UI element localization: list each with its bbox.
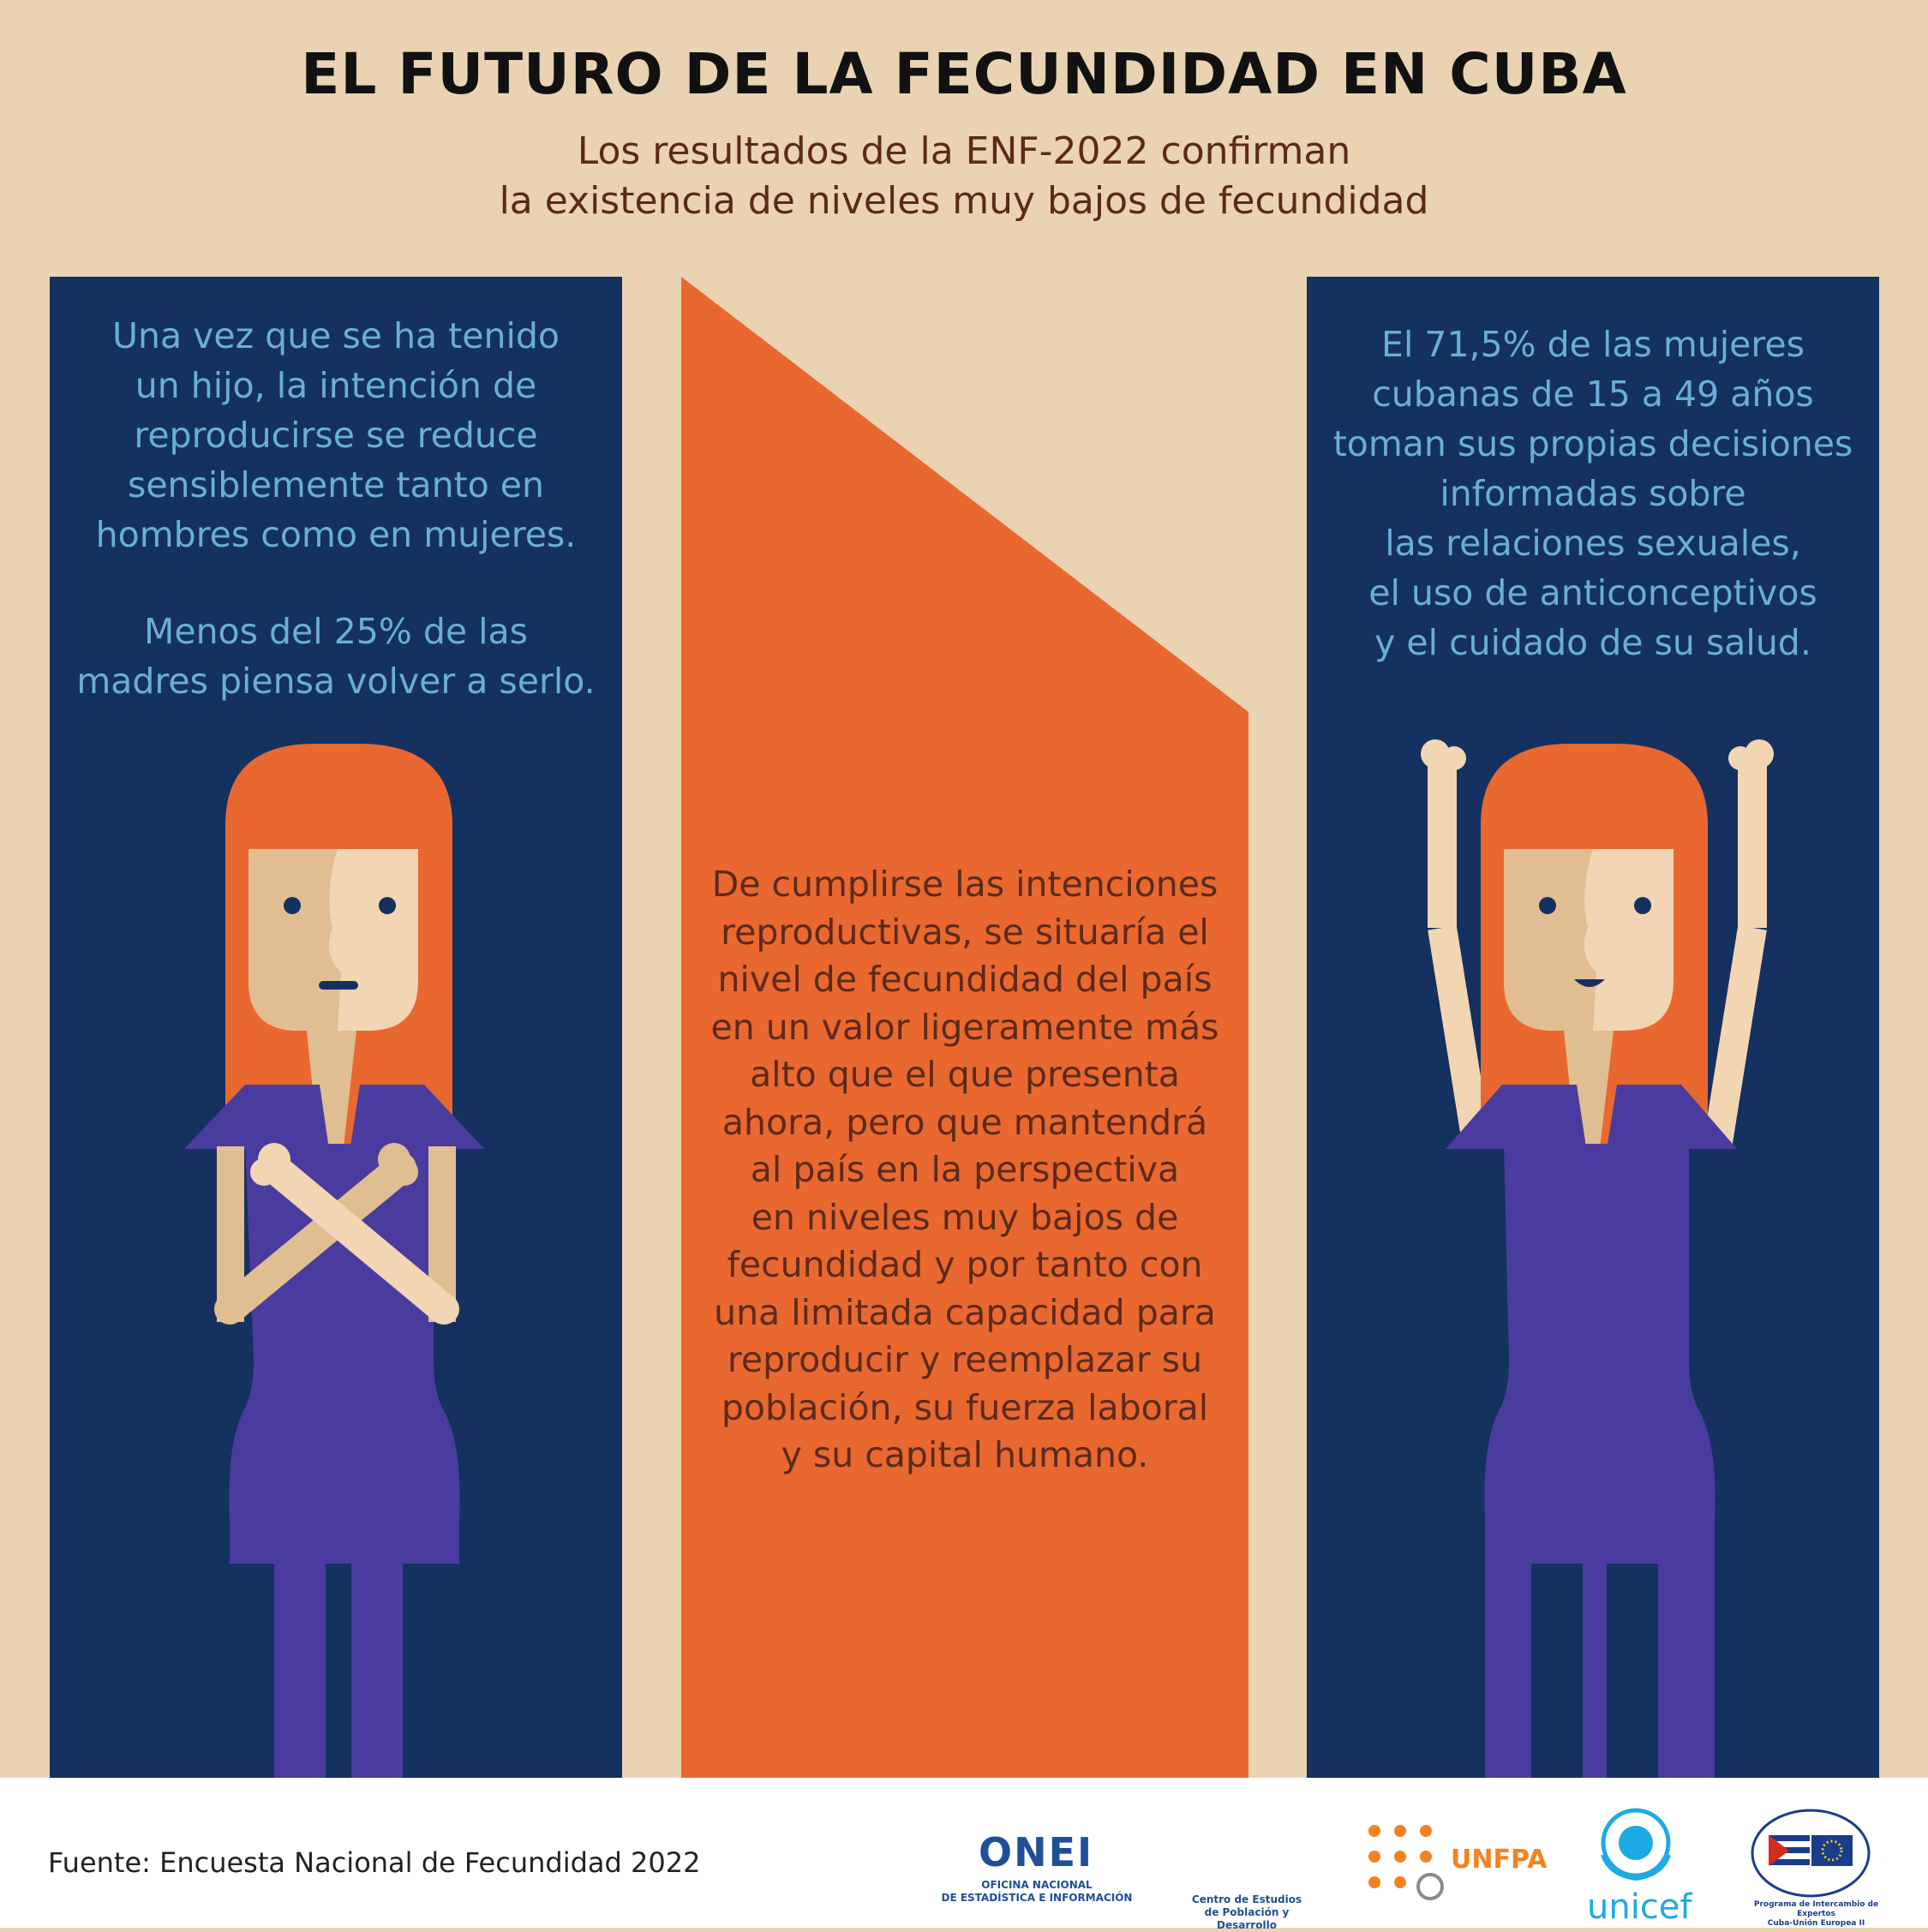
text-line: nivel de fecundidad del país bbox=[717, 959, 1212, 1000]
text-line: las relaciones sexuales, bbox=[1385, 523, 1801, 564]
logo-text: de Población y Desarrollo bbox=[1204, 1906, 1290, 1931]
logo-text: Cuba-Unión Europea II bbox=[1767, 1919, 1865, 1928]
footer: Fuente: Encuesta Nacional de Fecundidad … bbox=[0, 1778, 1928, 1931]
source-credit: Fuente: Encuesta Nacional de Fecundidad … bbox=[48, 1846, 701, 1879]
text-line: El 71,5% de las mujeres bbox=[1381, 324, 1805, 365]
logo-text: DE ESTADÍSTICA E INFORMACIÓN bbox=[941, 1892, 1133, 1904]
page-title: EL FUTURO DE LA FECUNDIDAD EN CUBA bbox=[301, 41, 1627, 107]
left-panel-paragraph-2: Menos del 25% de las madres piensa volve… bbox=[50, 607, 622, 706]
text-line: población, su fuerza laboral bbox=[721, 1386, 1209, 1428]
orange-banner-shape bbox=[681, 277, 1248, 1778]
right-panel: El 71,5% de las mujeres cubanas de 15 a … bbox=[1307, 277, 1879, 1778]
text-line: madres piensa volver a serlo. bbox=[76, 661, 596, 702]
logo-text: Programa de Intercambio de Expertos bbox=[1753, 1900, 1879, 1918]
cuba-eu-programme-logo: Programa de Intercambio de Expertos Cuba… bbox=[1750, 1900, 1883, 1929]
text-line: reproducirse se reduce bbox=[134, 415, 538, 456]
text-line: en niveles muy bajos de bbox=[751, 1196, 1179, 1238]
woman-arms-raised-icon bbox=[1421, 739, 1774, 1778]
unicef-logo: unicef bbox=[1587, 1887, 1692, 1927]
onei-logo: ONEI bbox=[979, 1829, 1094, 1875]
text-line: una limitada capacidad para bbox=[714, 1291, 1216, 1333]
woman-arms-crossed-icon bbox=[184, 744, 484, 1778]
subtitle-line: Los resultados de la ENF-2022 confirman bbox=[577, 129, 1351, 173]
text-line: informadas sobre bbox=[1440, 473, 1746, 514]
center-panel-text: De cumplirse las intenciones reproductiv… bbox=[681, 861, 1248, 1480]
text-line: De cumplirse las intenciones bbox=[711, 864, 1218, 905]
onei-logo-caption: OFICINA NACIONAL DE ESTADÍSTICA E INFORM… bbox=[925, 1879, 1148, 1905]
unfpa-dots-icon bbox=[1368, 1825, 1444, 1900]
unicef-emblem-icon bbox=[1601, 1808, 1671, 1881]
text-line: sensiblemente tanto en bbox=[127, 464, 545, 505]
logo-text: Centro de Estudios bbox=[1191, 1893, 1302, 1905]
text-line: al país en la perspectiva bbox=[750, 1149, 1180, 1190]
subtitle-line: la existencia de niveles muy bajos de fe… bbox=[499, 179, 1429, 223]
text-line: y el cuidado de su salud. bbox=[1374, 622, 1811, 663]
text-line: fecundidad y por tanto con bbox=[727, 1244, 1203, 1285]
text-line: hombres como en mujeres. bbox=[95, 514, 577, 555]
text-line: alto que el que presenta bbox=[750, 1054, 1180, 1095]
text-line: reproductivas, se situaría el bbox=[721, 911, 1209, 953]
text-line: y su capital humano. bbox=[781, 1434, 1149, 1475]
text-line: cubanas de 15 a 49 años bbox=[1372, 374, 1814, 415]
cepde-logo: Centro de Estudios de Población y Desarr… bbox=[1174, 1893, 1320, 1932]
right-panel-text: El 71,5% de las mujeres cubanas de 15 a … bbox=[1307, 320, 1879, 667]
cuba-eu-programme-icon bbox=[1751, 1809, 1871, 1898]
unfpa-logo: UNFPA bbox=[1451, 1845, 1548, 1875]
page-subtitle: Los resultados de la ENF-2022 confirman … bbox=[0, 127, 1928, 226]
text-line: el uso de anticonceptivos bbox=[1368, 572, 1817, 613]
text-line: en un valor ligeramente más bbox=[710, 1006, 1219, 1048]
logo-text: OFICINA NACIONAL bbox=[981, 1879, 1093, 1891]
text-line: toman sus propias decisiones bbox=[1332, 423, 1853, 464]
text-line: Menos del 25% de las bbox=[143, 611, 529, 652]
text-line: ahora, pero que mantendrá bbox=[722, 1101, 1208, 1143]
text-line: reproducir y reemplazar su bbox=[727, 1339, 1203, 1380]
left-panel-paragraph-1: Una vez que se ha tenido un hijo, la int… bbox=[50, 311, 622, 559]
left-panel: Una vez que se ha tenido un hijo, la int… bbox=[50, 277, 622, 1778]
text-line: un hijo, la intención de bbox=[135, 365, 537, 406]
text-line: Una vez que se ha tenido bbox=[111, 315, 560, 356]
